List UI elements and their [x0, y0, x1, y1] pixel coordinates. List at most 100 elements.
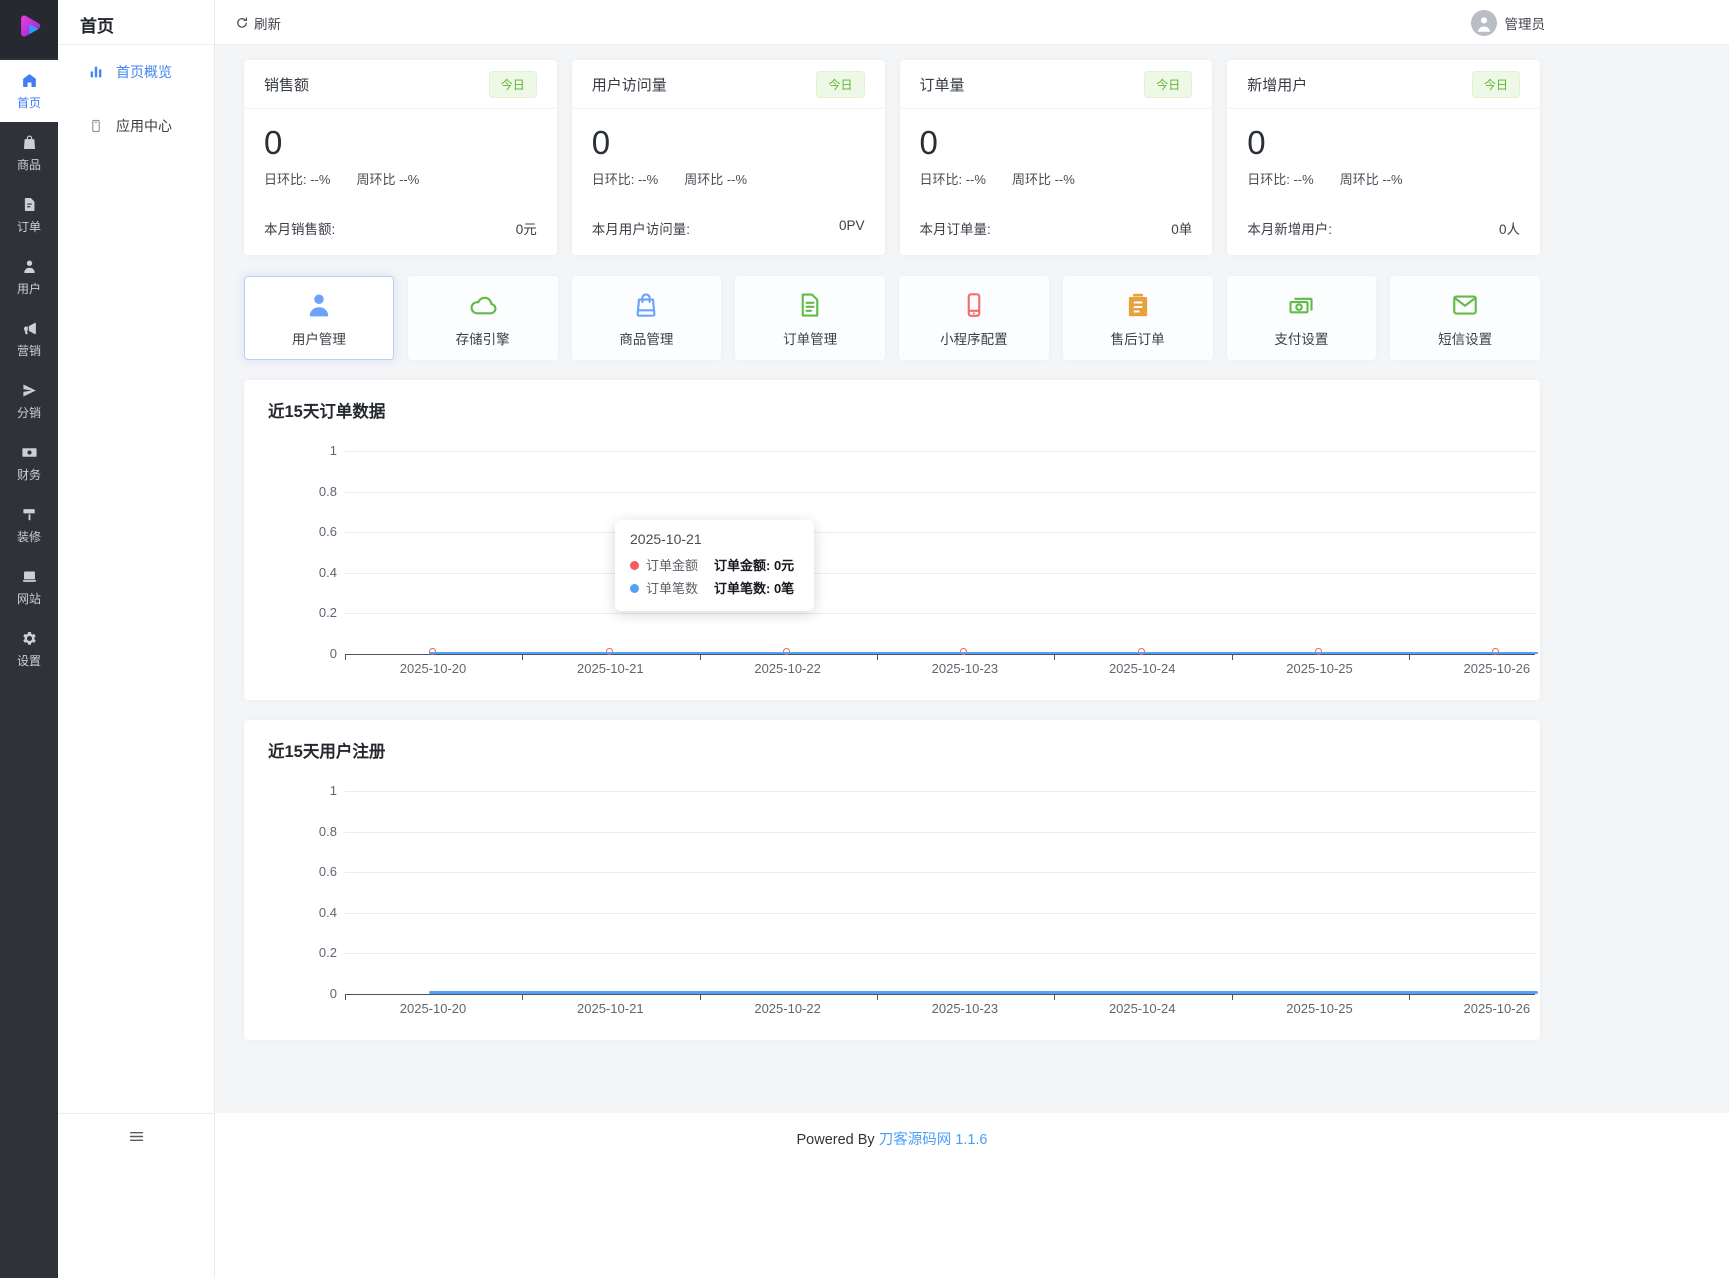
tooltip-series-value: 订单金额: 0元	[714, 558, 795, 573]
sidebar-item-decorate[interactable]: 装修	[0, 494, 58, 556]
day-ratio: 日环比: --%	[591, 171, 659, 187]
sidebar-item-users[interactable]: 用户	[0, 246, 58, 308]
user-manage-icon	[304, 290, 334, 320]
stat-card-header: 订单量 今日	[899, 60, 1213, 109]
gridline	[345, 831, 1535, 833]
sidebar-item-label: 应用中心	[116, 118, 172, 134]
quick-action-label: 短信设置	[1438, 332, 1493, 347]
sidebar-item-marketing[interactable]: 营销	[0, 308, 58, 370]
quick-action-user-management[interactable]: 用户管理	[244, 276, 394, 360]
marketing-icon	[21, 320, 38, 337]
icon-rail: 首页商品 订单用户营销 分销财务装修网站设置	[0, 0, 58, 1278]
quick-action-aftersale-orders[interactable]: 售后订单	[1062, 276, 1213, 360]
month-value: 0单	[1171, 222, 1193, 237]
cloud-icon	[468, 290, 498, 320]
y-axis-label: 0.6	[318, 524, 337, 540]
sidebar-item-label: 设置	[16, 653, 41, 668]
sidebar-item-overview[interactable]: 首页概览	[58, 45, 214, 99]
y-axis-label: 0.8	[318, 483, 337, 499]
stat-card-orders: 订单量 今日 0 日环比: --% 周环比 --% 本月订单量: 0单	[899, 60, 1213, 255]
y-axis-label: 0.8	[318, 823, 337, 839]
sidebar-item-website[interactable]: 网站	[0, 556, 58, 618]
stat-card-new-users: 新增用户 今日 0 日环比: --% 周环比 --% 本月新增用户: 0人	[1227, 60, 1540, 255]
refresh-button[interactable]: 刷新	[235, 0, 281, 45]
quick-action-label: 用户管理	[291, 332, 346, 347]
clipboard-icon	[1123, 290, 1153, 320]
x-axis-tick	[876, 995, 878, 1000]
sidebar-item-label: 首页	[16, 95, 41, 110]
user-icon	[21, 258, 38, 275]
chart-title: 近15天订单数据	[268, 403, 386, 421]
home-icon	[21, 72, 38, 89]
x-axis-label: 2025-10-20	[399, 1001, 467, 1016]
stat-value: 0	[264, 124, 283, 161]
sidebar-item-orders[interactable]: 订单	[0, 184, 58, 246]
bag-icon	[631, 290, 661, 320]
x-axis-tick	[699, 995, 701, 1000]
gridline	[345, 572, 1535, 574]
laptop-icon	[21, 568, 38, 585]
x-axis-tick	[1231, 995, 1233, 1000]
week-ratio: 周环比 --%	[684, 171, 748, 187]
gridline	[345, 791, 1535, 792]
x-axis-label: 2025-10-20	[399, 661, 467, 676]
y-axis-label: 1	[329, 783, 337, 798]
doc-icon	[795, 290, 825, 320]
quick-action-order-management[interactable]: 订单管理	[735, 276, 885, 360]
quick-action-label: 商品管理	[619, 332, 674, 347]
stat-title: 新增用户	[1247, 76, 1308, 94]
month-label: 本月用户访问量:	[591, 222, 691, 237]
stat-card-header: 用户访问量 今日	[571, 60, 885, 109]
quick-action-storage-engine[interactable]: 存储引擎	[407, 276, 558, 360]
sub-sidebar: 首页 首页概览 应用中心	[58, 0, 215, 1278]
x-axis-label: 2025-10-24	[1108, 661, 1176, 676]
tooltip-series-name: 订单笔数	[646, 581, 699, 596]
mail-icon	[1450, 290, 1480, 320]
y-axis-label: 1	[329, 443, 337, 458]
quick-action-goods-management[interactable]: 商品管理	[571, 276, 722, 360]
x-axis-tick	[345, 655, 346, 660]
quick-action-payment-settings[interactable]: 支付设置	[1226, 276, 1377, 360]
app-center-icon	[88, 118, 104, 134]
powered-by-text: Powered By	[796, 1132, 875, 1148]
sidebar-item-goods[interactable]: 商品	[0, 122, 58, 184]
sidebar-item-label: 首页概览	[116, 64, 172, 80]
stat-value: 0	[591, 124, 611, 161]
x-axis-tick	[1054, 655, 1056, 660]
x-axis-label: 2025-10-26	[1463, 661, 1531, 676]
gridline	[345, 491, 1535, 493]
sidebar-item-finance[interactable]: 财务	[0, 432, 58, 494]
sidebar-item-label: 用户	[16, 281, 41, 296]
sidebar-item-label: 装修	[16, 529, 41, 544]
week-ratio: 周环比 --%	[1339, 171, 1403, 187]
month-value: 0人	[1498, 222, 1520, 237]
rail-menu: 首页商品 订单用户营销 分销财务装修网站设置	[0, 60, 58, 680]
today-badge: 今日	[1144, 70, 1193, 98]
sidebar-menu: 首页概览 应用中心	[58, 45, 214, 153]
month-value: 0PV	[838, 218, 865, 233]
charts-area: 近15天订单数据 1 0.8 0.6 0.4 0.2 0 2025-10-20 2025-10-…	[244, 380, 1540, 1040]
app-logo[interactable]	[0, 0, 58, 58]
sidebar-item-home[interactable]: 首页	[0, 60, 58, 122]
admin-menu[interactable]: 管理员	[1470, 0, 1545, 45]
sidebar-item-settings[interactable]: 设置	[0, 618, 58, 680]
sidebar-item-app-center[interactable]: 应用中心	[58, 99, 214, 153]
stat-value: 0	[919, 124, 938, 161]
brand-link[interactable]: 刀客源码网 1.1.6	[878, 1132, 988, 1148]
y-axis-label: 0.2	[318, 605, 337, 621]
quick-action-miniapp-config[interactable]: 小程序配置	[899, 276, 1049, 360]
sidebar-collapse[interactable]	[58, 1113, 214, 1278]
series-dot-icon	[630, 584, 639, 593]
gridline	[345, 451, 1535, 452]
quick-action-label: 支付设置	[1274, 332, 1329, 347]
x-axis-label: 2025-10-21	[577, 661, 644, 676]
stat-card-header: 销售额 今日	[244, 60, 557, 109]
sidebar-item-distribution[interactable]: 分销	[0, 370, 58, 432]
quick-action-label: 售后订单	[1110, 332, 1165, 347]
stat-card-visits: 用户访问量 今日 0 日环比: --% 周环比 --% 本月用户访问量: 0PV	[571, 60, 885, 255]
month-label: 本月订单量:	[919, 222, 991, 237]
sidebar-item-label: 财务	[16, 467, 41, 482]
quick-action-sms-settings[interactable]: 短信设置	[1390, 276, 1540, 360]
refresh-label: 刷新	[254, 16, 281, 32]
chart-title: 近15天用户注册	[268, 743, 386, 761]
